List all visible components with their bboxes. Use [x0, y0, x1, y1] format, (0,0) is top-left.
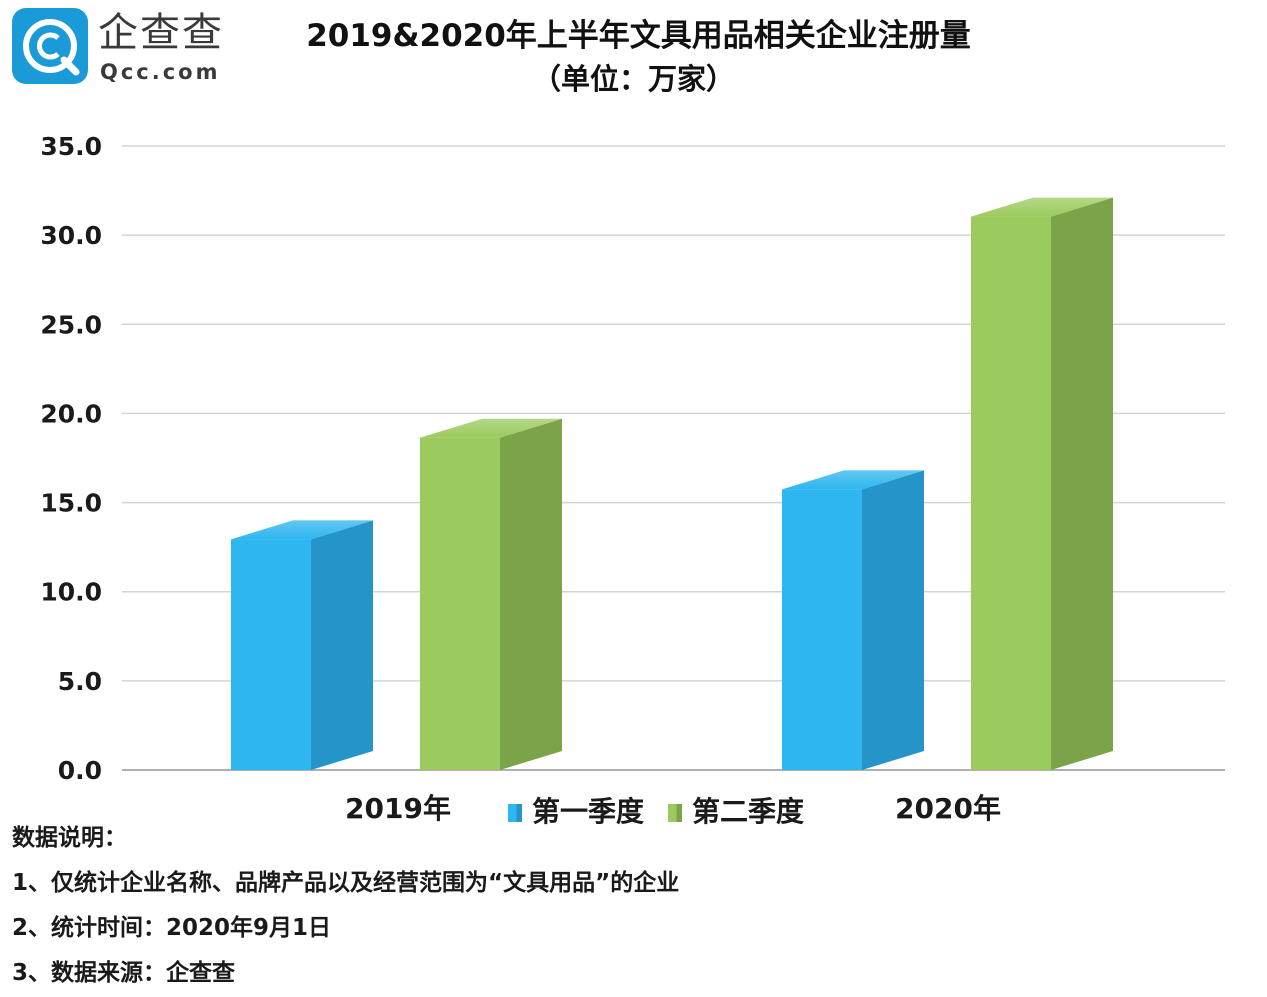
y-tick-label: 0.0 — [58, 756, 102, 785]
legend-swatch-q1 — [508, 804, 522, 822]
y-axis-ticks: 0.0 5.0 10.0 15.0 20.0 25.0 30.0 35.0 — [40, 132, 102, 785]
note-line: 3、数据来源：企查查 — [12, 960, 236, 986]
bar-front — [782, 489, 862, 770]
bar-front — [231, 539, 311, 770]
chart-subtitle: （单位：万家） — [531, 62, 735, 96]
bar — [971, 197, 1113, 771]
bar-chart: 0.0 5.0 10.0 15.0 20.0 25.0 30.0 35.0 2019年 2020… — [40, 132, 1225, 825]
note-line: 2、统计时间：2020年9月1日 — [12, 915, 332, 941]
bar-top-highlight — [782, 470, 924, 490]
logo-domain: Qcc.com — [100, 60, 221, 84]
bar-side — [862, 470, 924, 770]
bar — [782, 470, 924, 770]
y-tick-label: 10.0 — [40, 578, 102, 607]
y-tick-label: 35.0 — [40, 132, 102, 161]
legend-label-q1: 第一季度 — [532, 795, 645, 828]
x-category-label: 2020年 — [895, 792, 1001, 825]
y-tick-label: 5.0 — [58, 667, 102, 696]
bars — [231, 197, 1113, 771]
bar — [420, 418, 562, 770]
bar-top-highlight — [420, 418, 562, 438]
x-axis-labels: 2019年 2020年 — [345, 792, 1001, 825]
note-line: 1、仅统计企业名称、品牌产品以及经营范围为“文具用品”的企业 — [12, 870, 680, 896]
y-tick-label: 25.0 — [40, 310, 102, 339]
bar-front — [420, 437, 500, 770]
bar-side — [500, 418, 562, 770]
bar-top-highlight — [231, 520, 373, 540]
logo-badge-icon — [12, 8, 88, 84]
logo: 企查查 Qcc.com — [12, 8, 247, 88]
chart-title: 2019&2020年上半年文具用品相关企业注册量 — [306, 18, 971, 54]
bar — [231, 520, 373, 770]
legend-label-q2: 第二季度 — [692, 795, 805, 828]
bar-top-highlight — [971, 197, 1113, 217]
y-tick-label: 30.0 — [40, 221, 102, 250]
logo-name: 企查查 — [98, 10, 224, 56]
y-tick-label: 15.0 — [40, 489, 102, 518]
bar-front — [971, 216, 1051, 771]
legend-swatch-q2 — [668, 804, 682, 822]
data-notes: 数据说明： 1、仅统计企业名称、品牌产品以及经营范围为“文具用品”的企业 2、统… — [12, 816, 679, 996]
bar-side — [311, 520, 373, 770]
legend-item-q1: 第一季度 — [508, 792, 644, 832]
legend-item-q2: 第二季度 — [668, 792, 804, 832]
bar-side — [1051, 197, 1113, 771]
x-category-label: 2019年 — [345, 792, 451, 825]
notes-heading: 数据说明： — [12, 825, 127, 851]
y-tick-label: 20.0 — [40, 399, 102, 428]
